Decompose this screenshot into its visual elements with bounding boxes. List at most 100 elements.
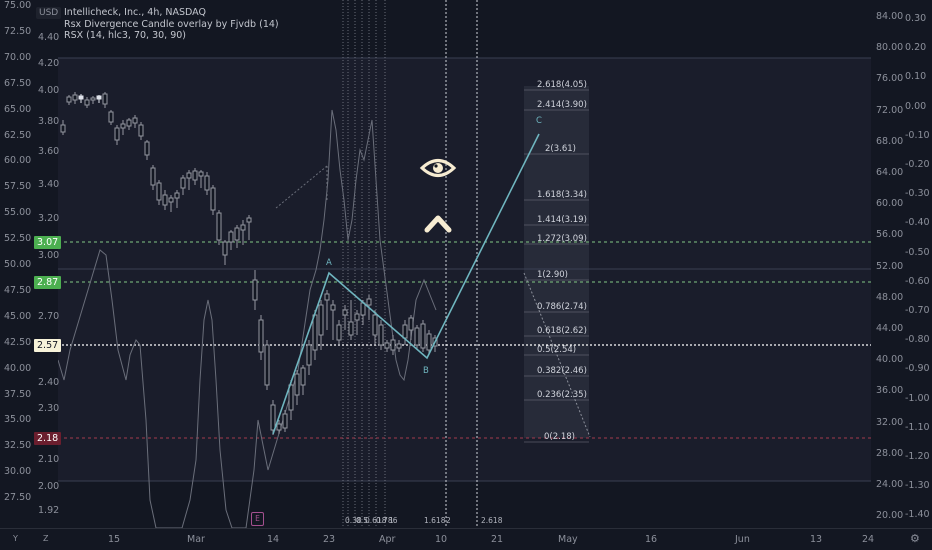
candle-body [366,298,372,306]
fib-level-label: 0.236(2.35) [537,390,587,400]
candle-body [120,123,126,129]
axis-tick-label: -1.10 [905,421,930,433]
time-fib-label: 0.618 [365,516,387,525]
axis-tick-label: 0.30 [905,13,927,24]
chevron-up-icon[interactable] [424,215,452,233]
fib-level-label: 0.786(2.74) [537,302,587,312]
time-tick-label: 14 [267,534,280,545]
axis-tick-label: 3.80 [38,116,60,127]
time-fib-label: 0.5 [356,516,368,525]
left-price-axis[interactable]: 75.00 72.50 70.00 67.50 65.00 62.50 60.00 57.50… [0,0,60,528]
fib-extension-zone [524,86,589,438]
axis-tick-label: -0.70 [905,305,930,316]
candle-body [138,124,144,137]
axis-tick-label: 80.00 [876,42,904,54]
candle-body [210,187,216,211]
candle-body [258,319,264,353]
time-fib-label: 0.786 [376,516,398,525]
currency-label[interactable]: USD [36,7,62,19]
fib-level-label: 2(3.61) [545,144,576,154]
axis-tick-label: -1.30 [905,480,930,492]
axis-tick-label: 28.00 [876,447,904,459]
price-chart-canvas[interactable] [0,0,932,528]
candle-body [414,327,420,346]
candle-body [96,95,102,100]
time-tick-label: Mar [187,534,205,545]
earnings-marker[interactable]: E [251,512,264,526]
candle-body [246,217,252,223]
candle-body [234,227,240,241]
candle-body [84,99,90,106]
time-tick-label: 24 [862,534,875,545]
axis-tick-label: 4.40 [38,32,60,43]
candle-body [342,309,348,316]
price-tag-2-18: 2.18 [34,432,62,445]
time-axis[interactable]: 15 Mar 14 23 Apr 10 21 May 16 Jun 13 24 [0,528,932,550]
axis-tick-label: 42.50 [4,336,32,348]
axis-tick-label: -0.10 [905,129,930,141]
axis-tick-label: 2.30 [38,403,60,414]
fib-level-label: 1(2.90) [537,270,568,280]
axis-tick-label: 72.00 [876,104,904,116]
candle-body [240,224,246,231]
axis-tick-label: 3.20 [38,213,60,224]
fib-level-lines [524,89,589,443]
candle-body [306,344,312,366]
candle-body [60,124,66,133]
zoom-z-button[interactable]: Z [43,534,49,543]
axis-tick-label: 2.70 [38,311,60,322]
axis-tick-label: 48.00 [876,291,904,303]
divergence-line [275,165,328,209]
axis-tick-label: -1.20 [905,451,930,462]
axis-tick-label: 60.00 [4,155,32,167]
candle-body [270,404,276,431]
fib-level-label: 0(2.18) [544,432,575,442]
candle-body [174,192,180,199]
indicator-legend-rsx[interactable]: RSX (14, hlc3, 70, 30, 90) [64,30,187,41]
axis-tick-label: 32.50 [4,440,32,452]
axis-tick-label: 3.60 [38,146,60,157]
indicator-legend-rsx-divergence[interactable]: Rsx Divergence Candle overlay by Fjvdb (… [64,18,279,30]
axis-tick-label: 50.00 [4,259,32,270]
candle-body [276,423,282,431]
candle-body [360,302,366,316]
candle-body [348,321,354,336]
axis-tick-label: -0.20 [905,159,930,170]
fib-level-label: 1.414(3.19) [537,215,587,225]
axis-tick-label: 1.92 [38,505,60,516]
axis-tick-label: 35.00 [4,414,32,426]
axis-tick-label: 27.50 [4,492,32,504]
symbol-title[interactable]: Intellicheck, Inc., 4h, NASDAQ [64,7,206,18]
candle-body [228,231,234,243]
axis-tick-label: -0.40 [905,217,930,229]
candle-body [216,212,222,241]
time-tick-label: 13 [810,534,823,545]
timeframe-y-button[interactable]: Y [13,534,18,543]
abc-wave-line [272,133,540,435]
fib-level-label: 2.414(3.90) [537,100,587,110]
eye-icon[interactable] [419,159,457,177]
axis-tick-label: 40.00 [876,354,904,366]
candle-body [294,373,300,396]
axis-tick-label: 84.00 [876,11,904,22]
candle-body [282,413,288,429]
candle-body [102,93,108,105]
candle-body [108,111,114,123]
candle-body [264,344,270,386]
axis-tick-label: 3.00 [38,250,60,261]
gear-icon[interactable]: ⚙ [910,532,920,545]
price-tag-2-87: 2.87 [34,276,62,289]
time-tick-label: May [558,534,578,545]
axis-tick-label: 68.00 [876,135,904,147]
time-fib-label: 0.38 [345,516,362,525]
axis-tick-label: 24.00 [876,479,904,490]
candle-body [324,293,330,301]
axis-tick-label: 40.00 [4,362,32,374]
right-price-axis[interactable]: 84.00 80.00 76.00 72.00 68.00 64.00 60.00 56.00… [871,0,932,528]
candle-body [318,304,324,336]
candle-body [354,313,360,321]
wave-label-b: B [423,366,429,376]
candle-body [222,241,228,256]
candle-body [336,324,342,341]
candle-body [330,304,336,311]
